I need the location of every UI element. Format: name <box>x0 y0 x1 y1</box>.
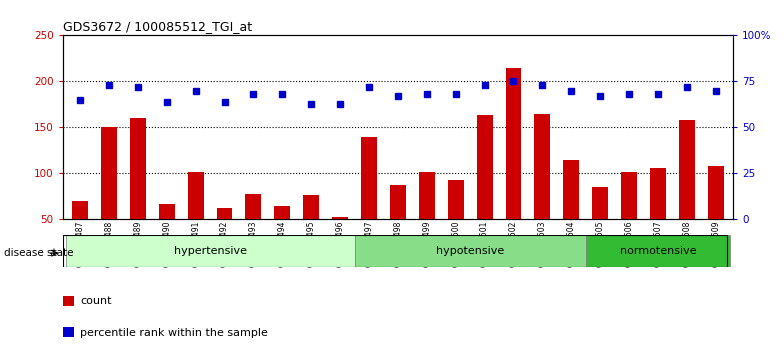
Bar <box>679 120 695 266</box>
Bar <box>303 195 319 266</box>
Bar <box>354 235 586 267</box>
Bar <box>332 217 348 266</box>
Bar <box>419 172 434 266</box>
Bar <box>187 172 204 266</box>
Bar <box>650 168 666 266</box>
Text: hypertensive: hypertensive <box>173 246 247 256</box>
Text: disease state: disease state <box>4 248 74 258</box>
Bar <box>245 194 261 266</box>
Bar <box>708 166 724 266</box>
Bar <box>361 137 377 266</box>
Bar <box>535 114 550 266</box>
Bar <box>586 235 730 267</box>
Bar <box>448 180 463 266</box>
Bar <box>216 209 233 266</box>
Bar <box>72 201 88 266</box>
Bar <box>101 127 117 266</box>
Bar <box>66 235 354 267</box>
Bar <box>477 115 492 266</box>
Bar <box>621 172 637 266</box>
Text: count: count <box>80 296 111 306</box>
Bar <box>563 160 579 266</box>
Text: GDS3672 / 100085512_TGI_at: GDS3672 / 100085512_TGI_at <box>63 20 252 33</box>
Text: percentile rank within the sample: percentile rank within the sample <box>80 328 268 338</box>
Text: normotensive: normotensive <box>619 246 696 256</box>
Bar <box>274 206 290 266</box>
Bar <box>130 118 146 266</box>
Text: hypotensive: hypotensive <box>436 246 504 256</box>
Bar <box>592 187 608 266</box>
Bar <box>390 185 406 266</box>
Bar <box>159 204 175 266</box>
Bar <box>506 68 521 266</box>
